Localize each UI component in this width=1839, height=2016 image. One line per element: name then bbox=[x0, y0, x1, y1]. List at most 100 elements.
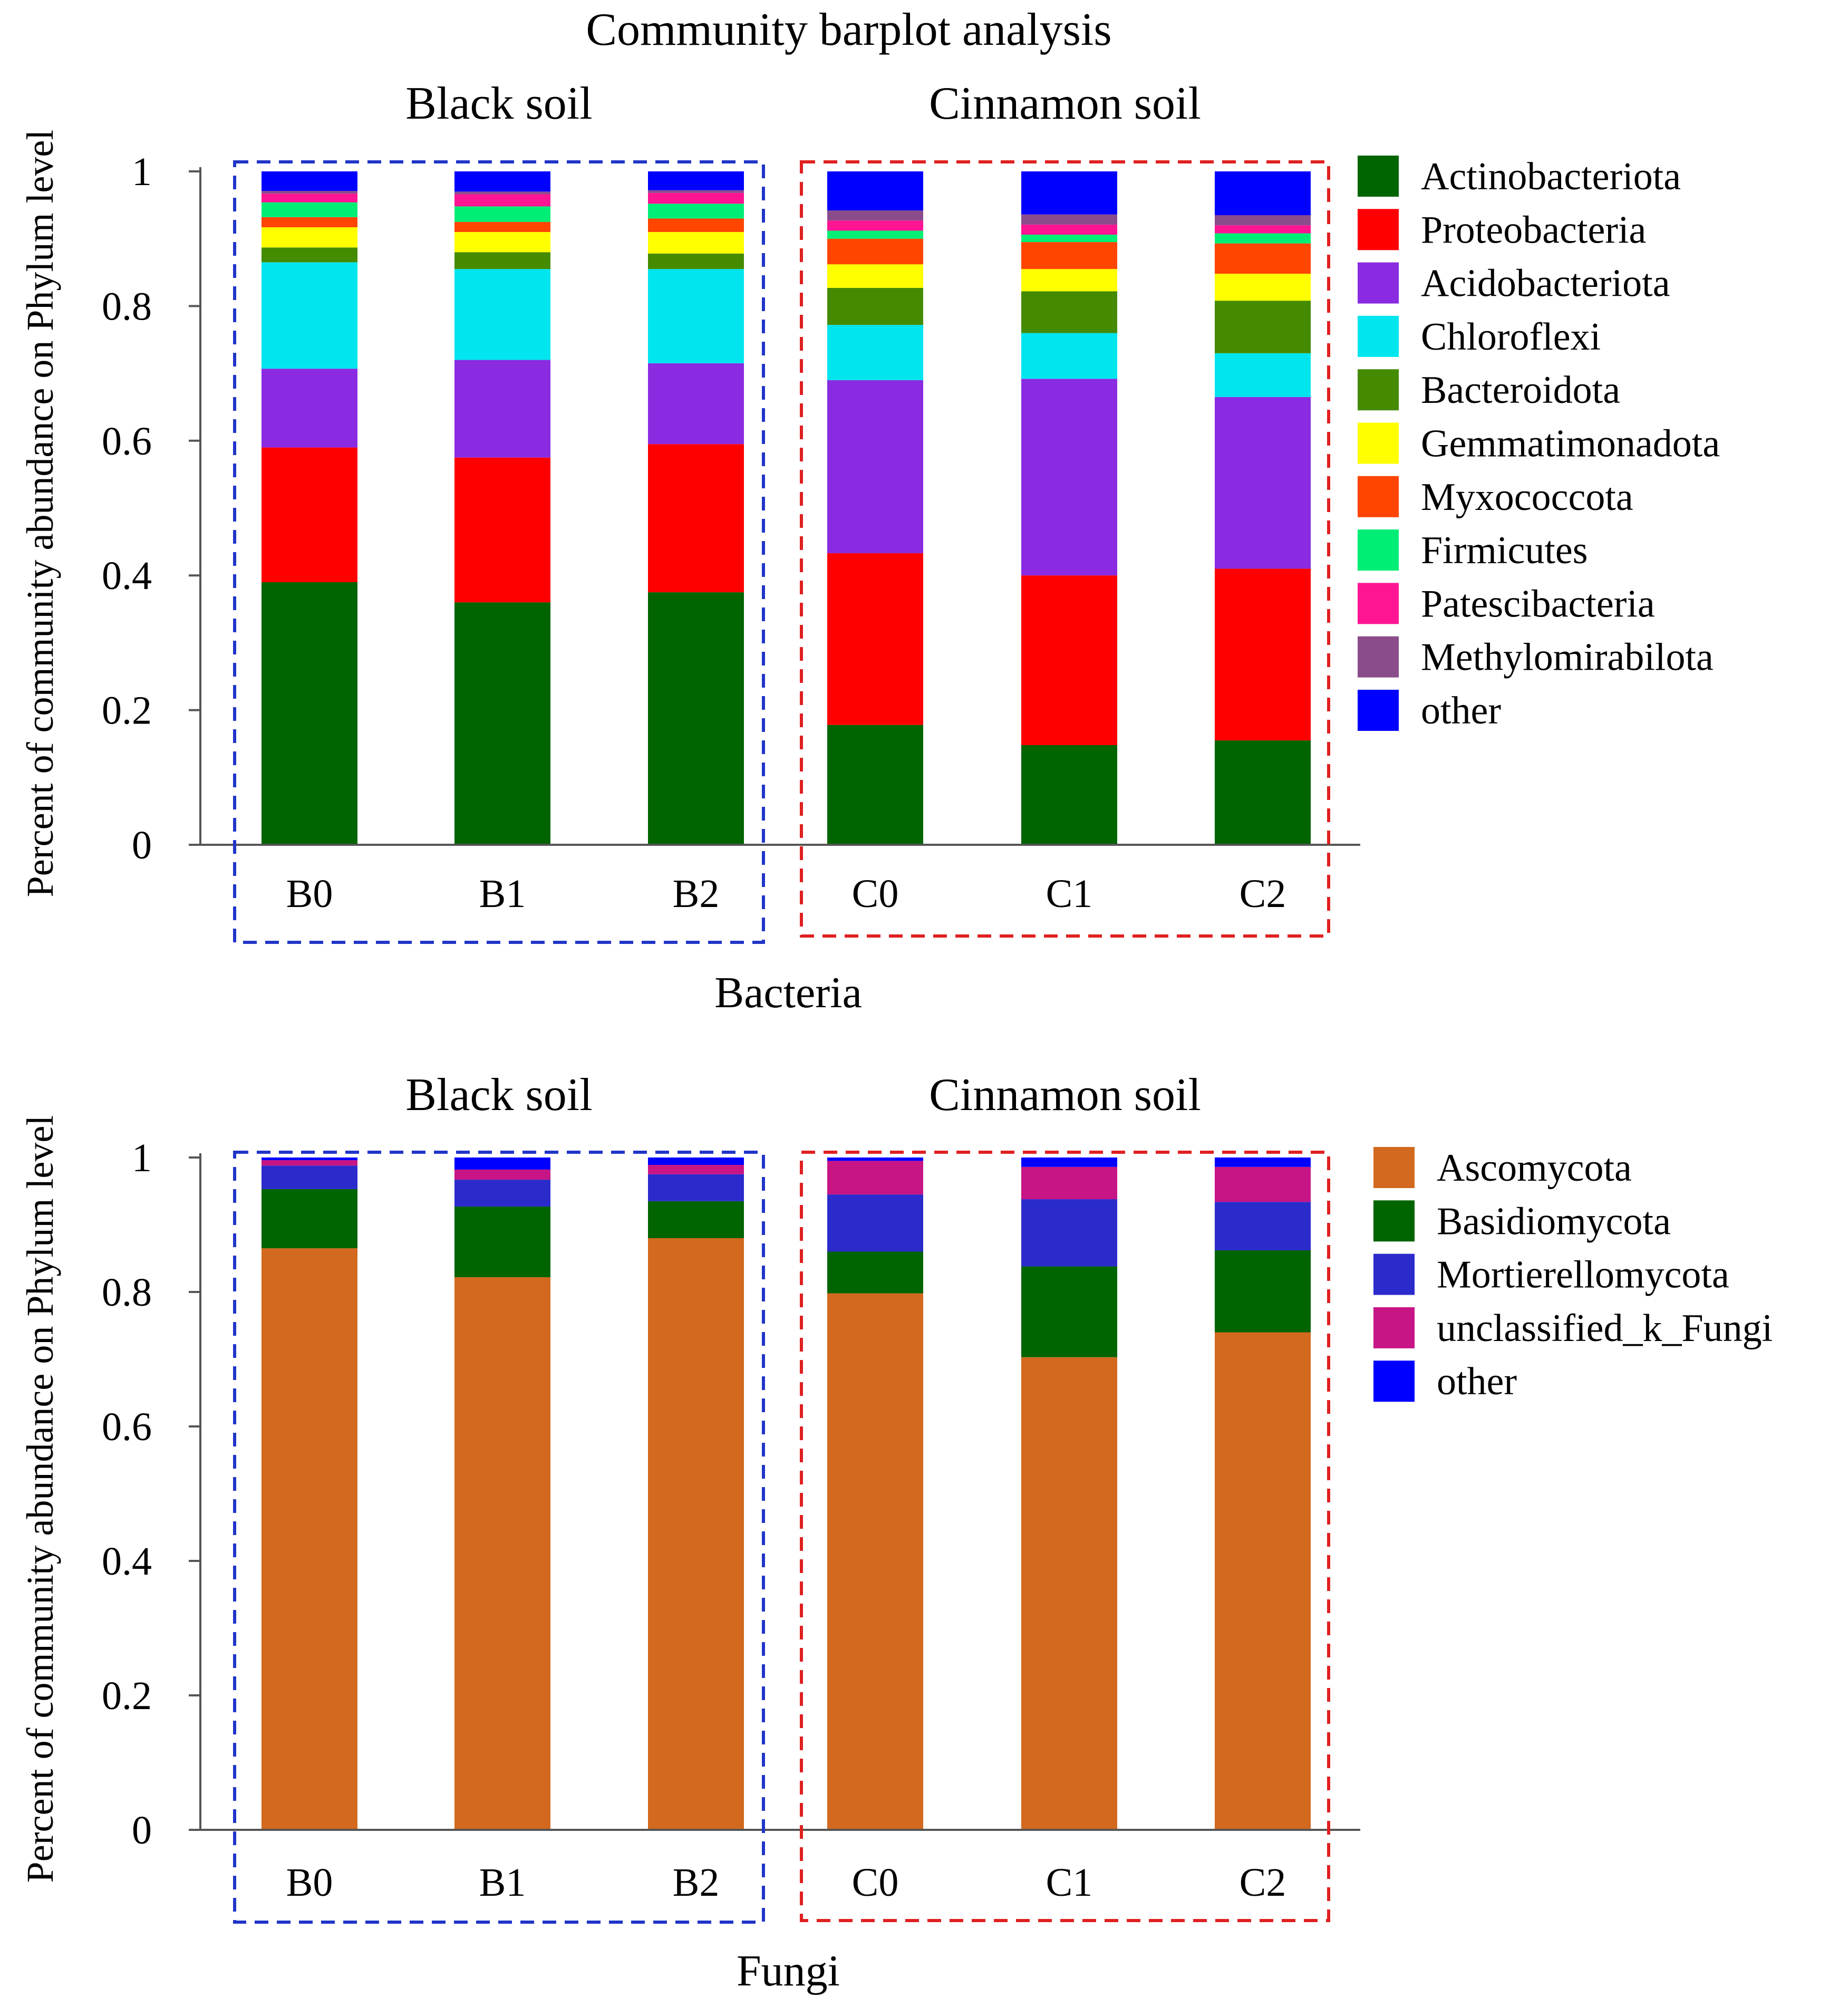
bacteria-bar-b2-actinobacteriota bbox=[648, 592, 744, 845]
fungi-y-label: Percent of community abundance on Phylum… bbox=[19, 1115, 61, 1883]
bacteria-bar-c2-acidobacteriota bbox=[1215, 397, 1311, 569]
fungi-bar-c1-ascomycota bbox=[1021, 1357, 1117, 1830]
bacteria-bar-b2-other bbox=[648, 171, 744, 190]
bacteria-y-tick-label: 0.2 bbox=[102, 689, 152, 733]
bacteria-bar-c1-proteobacteria bbox=[1021, 575, 1117, 746]
bacteria-group-box-black-soil bbox=[233, 160, 765, 944]
bacteria-group-box-cinnamon-soil bbox=[800, 160, 1330, 938]
bacteria-bar-b2-bacteroidota bbox=[648, 253, 744, 269]
bacteria-legend-label-chloroflexi: Chloroflexi bbox=[1421, 315, 1601, 359]
fungi-bar-c1-mortierellomycota bbox=[1021, 1199, 1117, 1267]
bacteria-bar-c1-chloroflexi bbox=[1021, 333, 1117, 379]
bacteria-bar-c2-bacteroidota bbox=[1215, 301, 1311, 353]
fungi-bar-c0-basidiomycota bbox=[827, 1251, 923, 1294]
bacteria-bar-b1-other bbox=[454, 171, 550, 192]
bacteria-bar-b1-methylomirabilota bbox=[454, 191, 550, 195]
fungi-bar-c1-basidiomycota bbox=[1021, 1266, 1117, 1357]
fungi-legend-swatch-unclassified-k-fungi bbox=[1373, 1307, 1415, 1348]
bacteria-bar-c0-actinobacteriota bbox=[827, 725, 923, 845]
fungi-bar-c1-other bbox=[1021, 1157, 1117, 1167]
fungi-bar-b1-basidiomycota bbox=[454, 1207, 550, 1277]
bacteria-legend-label-other: other bbox=[1421, 689, 1501, 732]
fungi-x-label: Fungi bbox=[737, 1946, 840, 1995]
bacteria-bar-c0-gemmatimonadota bbox=[827, 264, 923, 288]
fungi-bar-c0-unclassified-k-fungi bbox=[827, 1161, 923, 1195]
fungi-bar-b2-mortierellomycota bbox=[648, 1174, 744, 1201]
bacteria-bar-b2-chloroflexi bbox=[648, 269, 744, 363]
bacteria-bar-b1-firmicutes bbox=[454, 206, 550, 222]
bacteria-bar-c0-acidobacteriota bbox=[827, 380, 923, 554]
bacteria-bar-c0-proteobacteria bbox=[827, 553, 923, 725]
bacteria-bar-c2-methylomirabilota bbox=[1215, 215, 1311, 226]
fungi-legend-label-unclassified-k-fungi: unclassified_k_Fungi bbox=[1437, 1307, 1773, 1350]
fungi-y-tick-label: 0.2 bbox=[102, 1674, 152, 1718]
bacteria-bar-b0-acidobacteriota bbox=[262, 369, 357, 448]
bacteria-bar-b0-other bbox=[262, 171, 357, 191]
bacteria-legend-swatch-acidobacteriota bbox=[1358, 262, 1399, 304]
bacteria-x-tick-label-b0: B0 bbox=[286, 872, 333, 916]
fungi-legend-label-other: other bbox=[1437, 1360, 1517, 1403]
fungi-bar-b0-other bbox=[262, 1157, 357, 1161]
bacteria-bar-c1-bacteroidota bbox=[1021, 291, 1117, 333]
bacteria-bar-c2-firmicutes bbox=[1215, 233, 1311, 244]
bacteria-bar-b1-proteobacteria bbox=[454, 457, 550, 603]
fungi-x-tick-label-b1: B1 bbox=[479, 1860, 526, 1905]
fungi-x-tick-label-c0: C0 bbox=[852, 1860, 899, 1905]
bacteria-bar-c1-other bbox=[1021, 171, 1117, 215]
fungi-y-tick-label: 0.4 bbox=[102, 1539, 152, 1584]
bacteria-legend-label-bacteroidota: Bacteroidota bbox=[1421, 369, 1620, 412]
bacteria-legend-swatch-myxococcota bbox=[1358, 476, 1399, 517]
bacteria-bar-c1-methylomirabilota bbox=[1021, 214, 1117, 225]
fungi-bar-c2-other bbox=[1215, 1157, 1311, 1167]
bacteria-legend-swatch-firmicutes bbox=[1358, 529, 1399, 571]
fungi-legend-swatch-other bbox=[1373, 1361, 1415, 1402]
bacteria-legend-swatch-chloroflexi bbox=[1358, 315, 1399, 357]
bacteria-bar-c2-other bbox=[1215, 171, 1311, 216]
fungi-bar-c2-ascomycota bbox=[1215, 1332, 1311, 1830]
bacteria-bar-c0-firmicutes bbox=[827, 230, 923, 239]
fungi-group-box-cinnamon-soil bbox=[800, 1151, 1330, 1922]
bacteria-y-tick-label: 0.6 bbox=[102, 419, 152, 464]
bacteria-bar-c0-bacteroidota bbox=[827, 287, 923, 325]
bacteria-bar-b0-methylomirabilota bbox=[262, 191, 357, 194]
bacteria-bar-c1-actinobacteriota bbox=[1021, 745, 1117, 845]
bacteria-bar-b2-patescibacteria bbox=[648, 192, 744, 204]
bacteria-bar-b2-acidobacteriota bbox=[648, 363, 744, 445]
bacteria-group-label-black-soil: Black soil bbox=[405, 78, 592, 129]
bacteria-bar-b1-acidobacteriota bbox=[454, 360, 550, 458]
fungi-y-tick-label: 1 bbox=[132, 1136, 152, 1180]
fungi-legend-label-basidiomycota: Basidiomycota bbox=[1437, 1200, 1671, 1243]
fungi-y-tick-label: 0.6 bbox=[102, 1405, 152, 1449]
fungi-bar-b0-basidiomycota bbox=[262, 1189, 357, 1249]
bacteria-legend-swatch-actinobacteriota bbox=[1358, 156, 1399, 197]
bacteria-bar-b0-chloroflexi bbox=[262, 262, 357, 369]
fungi-group-box-black-soil bbox=[233, 1151, 765, 1924]
bacteria-x-tick-label-b1: B1 bbox=[479, 872, 526, 916]
fungi-legend-label-mortierellomycota: Mortierellomycota bbox=[1437, 1253, 1729, 1297]
bacteria-y-tick-label: 1 bbox=[132, 150, 152, 194]
figure-title: Community barplot analysis bbox=[586, 4, 1111, 55]
bacteria-legend-label-actinobacteriota: Actinobacteriota bbox=[1421, 155, 1681, 198]
fungi-bar-c2-unclassified-k-fungi bbox=[1215, 1166, 1311, 1202]
bacteria-legend-swatch-other bbox=[1358, 690, 1399, 731]
bacteria-legend-label-acidobacteriota: Acidobacteriota bbox=[1421, 262, 1670, 305]
bacteria-bar-c0-chloroflexi bbox=[827, 325, 923, 380]
fungi-group-label-cinnamon-soil: Cinnamon soil bbox=[929, 1069, 1201, 1121]
bacteria-bar-c1-patescibacteria bbox=[1021, 224, 1117, 235]
bacteria-y-label: Percent of community abundance on Phylum… bbox=[19, 130, 61, 898]
fungi-y-tick-label: 0.8 bbox=[102, 1270, 152, 1315]
bacteria-legend-swatch-gemmatimonadota bbox=[1358, 422, 1399, 464]
bacteria-bar-b0-myxococcota bbox=[262, 217, 357, 227]
bacteria-y-tick-label: 0 bbox=[132, 823, 152, 867]
bacteria-bar-b2-proteobacteria bbox=[648, 444, 744, 593]
fungi-bar-b1-unclassified-k-fungi bbox=[454, 1169, 550, 1180]
bacteria-bar-b0-gemmatimonadota bbox=[262, 227, 357, 248]
fungi-x-tick-label-c2: C2 bbox=[1240, 1860, 1286, 1905]
bacteria-bar-b0-proteobacteria bbox=[262, 447, 357, 582]
bacteria-legend-swatch-bacteroidota bbox=[1358, 369, 1399, 411]
bacteria-bar-b2-firmicutes bbox=[648, 204, 744, 219]
bacteria-y-tick-label: 0.8 bbox=[102, 284, 152, 329]
fungi-bar-b0-ascomycota bbox=[262, 1248, 357, 1830]
fungi-group-label-black-soil: Black soil bbox=[405, 1069, 592, 1121]
